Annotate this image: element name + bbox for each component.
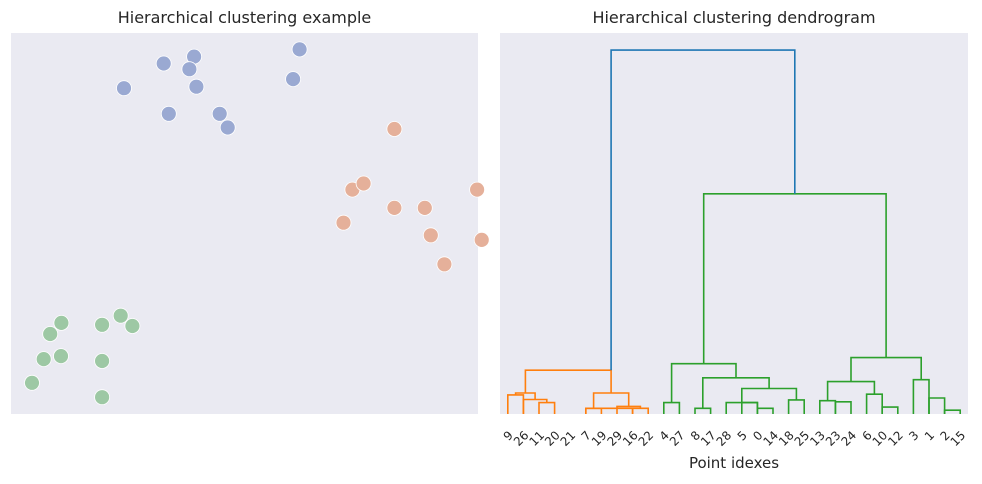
dendrogram-links bbox=[506, 49, 962, 414]
leaf-label-15: 15 bbox=[948, 428, 969, 449]
scatter-point-c1-5 bbox=[416, 199, 433, 216]
dendrogram-title: Hierarchical clustering dendrogram bbox=[592, 8, 876, 27]
leaf-label-12: 12 bbox=[885, 428, 906, 449]
dendrogram-link-22 bbox=[881, 406, 899, 414]
leaf-label-24: 24 bbox=[838, 428, 859, 449]
scatter-point-c2-9 bbox=[94, 389, 110, 406]
scatter-point-c2-8 bbox=[24, 374, 40, 391]
scatter-point-c1-3 bbox=[469, 181, 486, 198]
scatter-point-c2-2 bbox=[94, 316, 110, 333]
scatter-point-c0-9 bbox=[219, 119, 236, 136]
scatter-point-c0-5 bbox=[291, 41, 308, 58]
leaf-label-1: 1 bbox=[922, 428, 937, 443]
scatter-point-c2-6 bbox=[53, 348, 69, 365]
scatter-point-c2-0 bbox=[112, 307, 129, 324]
dendrogram-link-13 bbox=[756, 407, 774, 414]
leaf-label-22: 22 bbox=[636, 428, 657, 449]
dendrogram-link-20 bbox=[834, 400, 852, 414]
dendrogram-plot-area bbox=[500, 33, 968, 414]
scatter-point-c1-6 bbox=[335, 214, 352, 231]
scatter-point-c2-4 bbox=[42, 326, 59, 342]
scatter-point-c1-9 bbox=[436, 256, 453, 273]
scatter-point-c0-7 bbox=[160, 105, 177, 122]
scatter-point-c1-7 bbox=[422, 227, 439, 244]
scatter-points bbox=[24, 41, 490, 406]
scatter-point-c0-8 bbox=[211, 105, 228, 122]
leaf-label-5: 5 bbox=[735, 428, 750, 443]
scatter-point-c1-0 bbox=[386, 121, 403, 137]
scatter-point-c0-6 bbox=[285, 71, 302, 87]
scatter-point-c0-2 bbox=[181, 61, 198, 78]
scatter-point-c2-7 bbox=[94, 353, 110, 369]
scatter-point-c2-5 bbox=[35, 351, 52, 368]
scatter-plot-area bbox=[11, 33, 478, 414]
leaf-label-27: 27 bbox=[667, 428, 688, 449]
leaf-label-28: 28 bbox=[714, 428, 735, 449]
scatter-point-c0-0 bbox=[155, 55, 172, 72]
scatter-point-c1-4 bbox=[386, 199, 403, 216]
leaf-label-3: 3 bbox=[906, 428, 921, 443]
scatter-point-c1-2 bbox=[355, 175, 372, 192]
scatter-point-c1-8 bbox=[473, 231, 490, 248]
scatter-point-c0-3 bbox=[116, 80, 132, 97]
dendrogram-link-29 bbox=[610, 49, 796, 371]
leaf-label-21: 21 bbox=[558, 428, 579, 449]
dendrogram-link-9 bbox=[524, 369, 612, 393]
scatter-point-c2-3 bbox=[124, 318, 141, 334]
dendrogram-link-26 bbox=[943, 409, 962, 414]
scatter-point-c2-1 bbox=[53, 314, 70, 331]
scatter-title: Hierarchical clustering example bbox=[117, 8, 372, 27]
dendrogram-link-25 bbox=[928, 397, 946, 414]
scatter-point-c0-4 bbox=[188, 78, 205, 95]
dendrogram-xlabel: Point idexes bbox=[688, 454, 780, 472]
